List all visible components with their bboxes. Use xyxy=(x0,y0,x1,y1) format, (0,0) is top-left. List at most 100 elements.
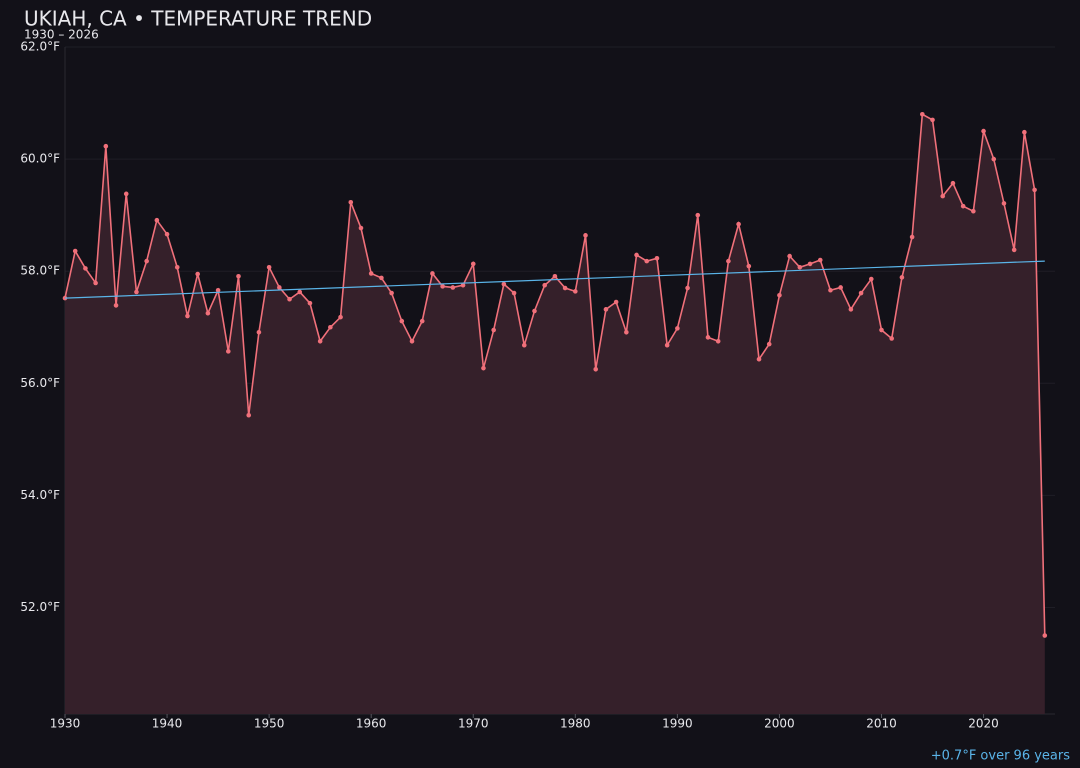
point xyxy=(930,117,935,123)
point xyxy=(838,285,843,290)
x-tick-label: 1980 xyxy=(560,717,591,731)
point xyxy=(960,203,966,209)
point xyxy=(654,256,660,261)
point xyxy=(991,156,997,162)
point xyxy=(103,143,109,149)
x-tick-label: 1950 xyxy=(254,717,285,731)
point xyxy=(144,258,149,264)
point xyxy=(368,271,374,276)
point xyxy=(542,282,547,288)
x-tick-label: 2010 xyxy=(866,717,897,731)
point xyxy=(552,273,558,279)
point xyxy=(715,338,721,344)
point xyxy=(807,261,813,267)
point xyxy=(817,257,823,263)
trend-line xyxy=(64,260,1045,299)
point xyxy=(521,342,527,348)
x-tick-label: 2020 xyxy=(968,717,999,731)
point xyxy=(562,285,568,291)
point xyxy=(705,335,711,340)
point xyxy=(164,231,170,237)
point xyxy=(399,318,405,324)
point xyxy=(113,303,119,308)
point xyxy=(593,366,599,372)
point xyxy=(583,233,588,238)
point xyxy=(950,180,956,186)
x-tick-label: 1930 xyxy=(50,717,81,731)
point xyxy=(736,221,741,227)
point xyxy=(266,264,272,270)
point xyxy=(940,193,946,199)
point xyxy=(532,308,537,314)
point xyxy=(573,289,578,294)
x-tick-label: 1960 xyxy=(356,717,387,731)
point xyxy=(1011,247,1017,253)
point xyxy=(756,356,762,362)
x-tick-label: 2000 xyxy=(764,717,795,731)
point xyxy=(450,285,456,290)
point xyxy=(1001,201,1007,206)
point xyxy=(195,271,200,277)
point xyxy=(920,111,925,117)
point xyxy=(797,264,803,270)
area xyxy=(65,114,1045,715)
point xyxy=(1032,187,1037,193)
point xyxy=(746,263,752,269)
point xyxy=(603,307,609,312)
point xyxy=(971,208,976,214)
point xyxy=(787,253,792,259)
point xyxy=(307,300,313,306)
point xyxy=(287,296,292,302)
point xyxy=(848,307,854,312)
y-tick-label: 62.0°F xyxy=(20,40,60,54)
point xyxy=(899,275,905,280)
point xyxy=(174,264,180,270)
point xyxy=(134,289,139,295)
point xyxy=(675,326,680,331)
point xyxy=(470,261,476,267)
point xyxy=(909,234,915,240)
point xyxy=(297,289,303,295)
point xyxy=(634,252,639,258)
point xyxy=(205,310,211,316)
point xyxy=(664,342,670,348)
point xyxy=(981,128,986,134)
y-tick-label: 56.0°F xyxy=(20,376,60,390)
point xyxy=(317,338,323,344)
point xyxy=(256,329,262,335)
x-tick-label: 1940 xyxy=(152,717,183,731)
chart-subtitle: 1930 – 2026 xyxy=(24,28,99,42)
point xyxy=(236,273,241,279)
point xyxy=(409,338,415,344)
point xyxy=(215,287,221,293)
point xyxy=(389,290,394,296)
point xyxy=(358,225,364,231)
point xyxy=(624,329,629,335)
point xyxy=(766,341,772,347)
point xyxy=(277,285,282,290)
point xyxy=(246,412,252,418)
point xyxy=(419,318,425,324)
point xyxy=(123,191,129,197)
point xyxy=(858,290,864,296)
point xyxy=(1042,633,1048,638)
point xyxy=(695,212,701,218)
point xyxy=(1022,129,1027,135)
point xyxy=(777,293,782,298)
point xyxy=(644,258,650,264)
x-tick-label: 1990 xyxy=(662,717,693,731)
y-tick-label: 52.0°F xyxy=(20,600,60,614)
point xyxy=(501,281,507,287)
point xyxy=(185,313,190,319)
point xyxy=(379,275,384,281)
point xyxy=(481,365,486,371)
point xyxy=(613,299,619,305)
point xyxy=(868,276,874,282)
point xyxy=(93,280,98,286)
point xyxy=(726,258,731,264)
point xyxy=(225,349,231,354)
point xyxy=(154,217,160,223)
point xyxy=(889,336,895,341)
point xyxy=(338,314,343,320)
